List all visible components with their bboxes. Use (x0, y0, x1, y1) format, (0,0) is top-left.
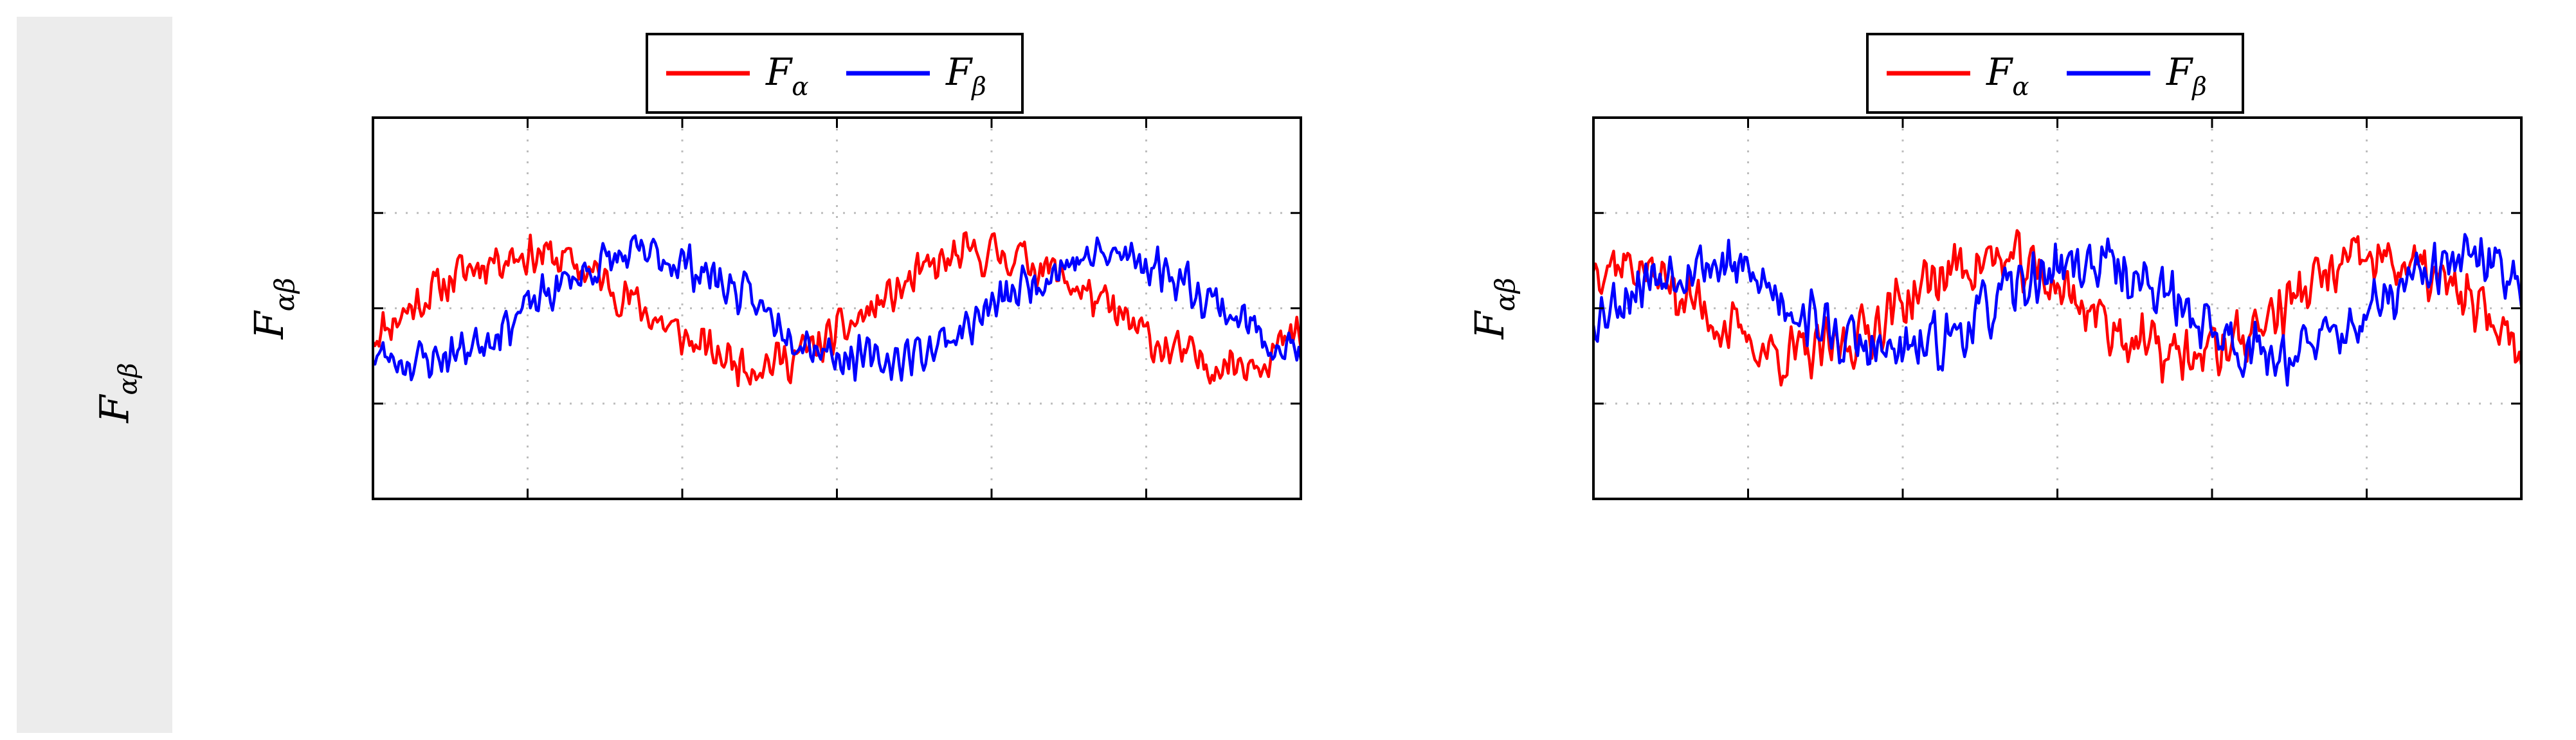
series-line-f-beta (1593, 233, 2521, 387)
legend-label-f-beta: Fβ (945, 50, 986, 102)
y-axis-label: Fαβ (246, 278, 300, 340)
series-line-f-alpha (1593, 229, 2521, 387)
y-axis-label: Fαβ (1466, 278, 1521, 340)
row-label-panel: Fαβ (17, 17, 172, 733)
chart-panel-e: Fαβ Fα Fβ (246, 33, 1302, 500)
legend-label-f-beta: Fβ (2166, 50, 2207, 102)
legend-label-f-alpha: Fα (1986, 50, 2029, 102)
series-line-f-beta (373, 234, 1301, 382)
series-line-f-alpha (373, 231, 1301, 388)
legend-label-f-alpha: Fα (765, 50, 809, 102)
legend: Fα Fβ (646, 33, 1024, 114)
legend: Fα Fβ (1866, 33, 2244, 114)
chart-panel-f: Fαβ Fα Fβ (1466, 33, 2523, 500)
